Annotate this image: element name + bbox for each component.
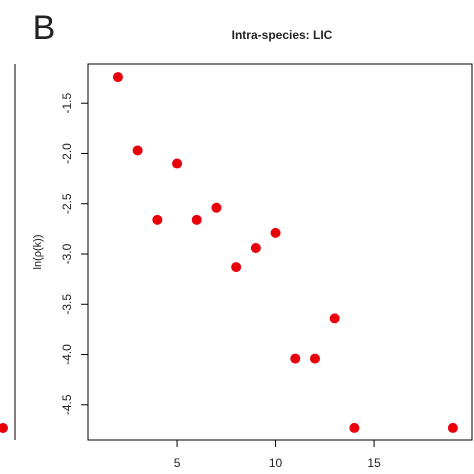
point <box>191 214 202 225</box>
y-tick-label: -2.5 <box>60 193 74 214</box>
y-tick-label: -1.5 <box>60 93 74 114</box>
point <box>172 158 183 169</box>
panel-label: B <box>33 9 56 47</box>
point <box>250 242 261 253</box>
point <box>309 353 320 364</box>
x-tick-label: 15 <box>367 456 381 470</box>
y-tick-label: -4.5 <box>60 394 74 415</box>
point <box>211 202 222 213</box>
point <box>231 262 242 273</box>
y-axis-label: ln(ρ(k)) <box>32 235 44 270</box>
y-tick-label: -3.0 <box>60 243 74 264</box>
chart-title: Intra-species: LIC <box>232 28 333 42</box>
left-panel-point <box>0 423 8 433</box>
y-tick-label: -4.0 <box>60 344 74 365</box>
point <box>290 353 301 364</box>
point <box>447 422 458 433</box>
x-tick-label: 5 <box>174 456 181 470</box>
point <box>132 145 143 156</box>
point <box>112 72 123 83</box>
point <box>329 313 340 324</box>
y-tick-label: -3.5 <box>60 294 74 315</box>
x-tick-label: 10 <box>269 456 283 470</box>
point <box>152 214 163 225</box>
point <box>270 227 281 238</box>
y-tick-label: -2.0 <box>60 143 74 164</box>
plot-box <box>87 63 473 441</box>
point <box>349 422 360 433</box>
